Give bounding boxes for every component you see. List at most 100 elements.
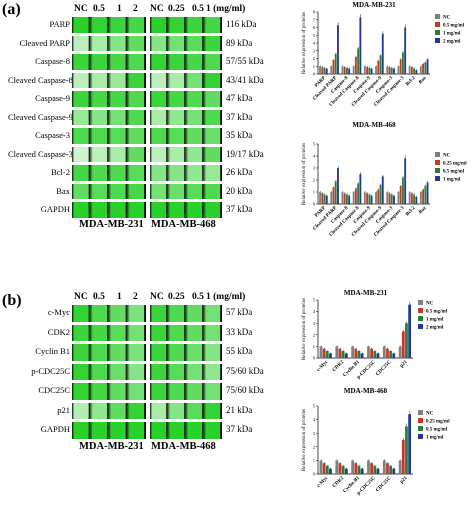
chart-bar: [393, 68, 395, 74]
chart-bar: [381, 33, 384, 74]
y-tick-label: 1: [313, 64, 315, 69]
blot-row-label: Cleaved PARP: [19, 37, 70, 48]
chart-bar: [334, 181, 337, 204]
y-tick-label: 7: [313, 17, 316, 22]
blot-row-kda: 19/17 kDa: [226, 148, 264, 159]
chart-bar: [354, 348, 358, 358]
chart-bar: [357, 48, 360, 74]
chart-title: MDA-MB-468: [344, 387, 388, 395]
lane-label: 0.5: [192, 292, 204, 302]
chart-bar: [410, 193, 413, 204]
chart-bar: [323, 194, 326, 204]
legend-label: NC: [426, 302, 434, 307]
chart-bar: [426, 59, 429, 74]
chart-bar: [404, 158, 407, 204]
chart-bar: [354, 188, 357, 204]
y-tick-label: 3: [313, 48, 316, 53]
y-tick-label: 2: [313, 178, 315, 183]
y-tick-label: 4: [313, 154, 316, 159]
chart-bar: [419, 192, 422, 204]
chart-bar: [390, 67, 393, 74]
chart-bar: [363, 192, 366, 204]
blot-band-468: [150, 363, 222, 380]
blot-row-kda: 89 kDa: [226, 37, 253, 48]
chart-bar: [367, 346, 370, 358]
x-tick-label: p21: [399, 360, 408, 369]
y-tick-label: 4: [313, 41, 316, 46]
chart-bar: [319, 192, 321, 204]
chart-title: MDA-MB-231: [344, 289, 388, 297]
legend-swatch: [418, 434, 423, 439]
cell-line-label-468-b: MDA-MB-468: [151, 441, 216, 452]
blot-row-kda: 33 kDa: [226, 326, 253, 337]
chart-bar: [382, 460, 386, 474]
legend-label: 2 mg/ml: [426, 326, 444, 331]
y-tick-label: 3: [313, 166, 316, 171]
legend-swatch: [435, 168, 440, 173]
blot-row-label: Bcl-2: [51, 167, 70, 177]
blot-band-231: [72, 165, 146, 181]
lane-label: 0.25: [168, 4, 185, 14]
chart-bar: [359, 174, 362, 204]
chart-bar: [370, 68, 373, 74]
blot-row-kda: 57 kDa: [226, 307, 253, 317]
y-tick-label: 5: [313, 404, 316, 409]
lane-label: NC: [74, 292, 88, 302]
blot-header-231: NC 0.5 1 2: [74, 4, 148, 16]
blot-row-kda: 75/60 kDa: [226, 365, 264, 376]
chart-bar: [390, 194, 393, 204]
y-tick-label: 5: [313, 33, 316, 38]
y-tick-label: 2: [313, 56, 315, 61]
blot-band-231: [72, 72, 146, 88]
lane-label: NC: [150, 4, 164, 14]
blot-band-231: [72, 202, 146, 218]
blot-band-468: [150, 165, 222, 181]
y-tick-label: 1: [313, 458, 315, 463]
chart-bar: [402, 52, 404, 74]
blot-row-label: CDK2: [47, 326, 70, 337]
chart-bar: [359, 17, 362, 74]
chart-bar: [398, 346, 402, 358]
chart-bar: [325, 351, 329, 358]
blot-row-label: CDC25C: [38, 385, 70, 395]
chart-bar: [375, 192, 377, 204]
legend-swatch: [435, 38, 440, 43]
x-tick-label: c-Myc: [316, 475, 330, 489]
legend-swatch: [418, 308, 423, 313]
blot-band-468: [150, 17, 222, 33]
y-tick-label: 6: [313, 25, 316, 30]
x-tick-label: CDC25C: [375, 360, 393, 378]
legend-swatch: [435, 160, 440, 165]
y-tick-label: 0: [313, 472, 316, 477]
blot-band-231: [72, 402, 146, 419]
blot-band-231: [72, 146, 146, 162]
chart-bar: [341, 351, 345, 358]
chart-bar: [415, 70, 418, 74]
chart-bar: [346, 194, 348, 204]
blot-row-kda: 116 kDa: [226, 19, 257, 29]
chart-bar: [352, 66, 355, 74]
legend-swatch: [418, 316, 423, 321]
chart-bar: [357, 465, 361, 474]
blot-row-kda: 37 kDa: [226, 204, 253, 214]
blot-band-231: [72, 35, 146, 51]
legend-label: 1 mg/ml: [443, 178, 461, 183]
chart-ylabel: Relative expression of proteins: [302, 143, 307, 205]
chart-ylabel: Relative expression of proteins: [302, 12, 307, 74]
chart-bar: [319, 66, 321, 74]
chart-bar: [357, 183, 360, 204]
legend-swatch: [418, 410, 423, 415]
chart-bar: [344, 353, 348, 358]
blot-row-kda: 37 kDa: [226, 111, 253, 122]
chart-ylabel: Relative expression of proteins: [302, 298, 307, 360]
x-tick-label: Bcl-2: [405, 76, 417, 88]
chart-bar: [325, 68, 328, 74]
blot-row-label: Cleaved Caspase-9: [8, 111, 73, 122]
y-tick-label: 2: [313, 444, 315, 449]
x-tick-label: Bax: [418, 76, 428, 86]
lane-label: 0.5: [93, 292, 105, 302]
blot-band-468: [150, 305, 222, 322]
legend-label: 1 mg/ml: [426, 318, 444, 323]
chart-bar: [388, 67, 391, 74]
chart-bar: [354, 463, 358, 474]
